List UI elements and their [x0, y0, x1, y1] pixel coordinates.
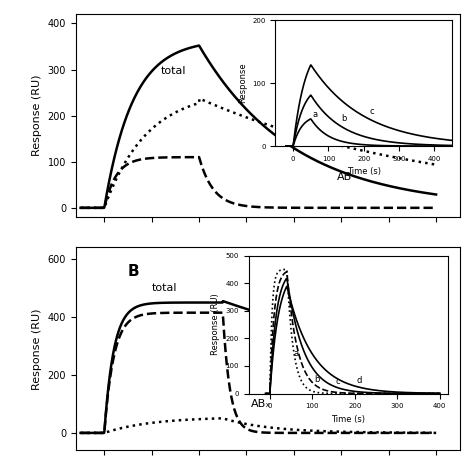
- Text: B: B: [128, 264, 140, 280]
- Text: AB: AB: [337, 172, 352, 182]
- Text: AB: AB: [284, 312, 300, 322]
- Text: total: total: [161, 66, 187, 76]
- Text: total: total: [152, 283, 177, 293]
- Text: ABₓ: ABₓ: [337, 108, 357, 118]
- Y-axis label: Response (RU): Response (RU): [32, 308, 42, 390]
- Y-axis label: Response (RU): Response (RU): [32, 75, 42, 156]
- Text: ABₓ: ABₓ: [251, 399, 272, 409]
